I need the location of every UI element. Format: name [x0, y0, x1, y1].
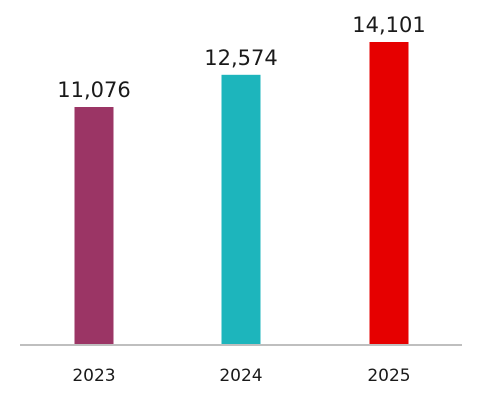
- bar-2025: [369, 42, 409, 345]
- bars-group: [74, 42, 409, 346]
- data-label-2024: 12,574: [204, 46, 277, 70]
- x-tick-label-2025: 2025: [367, 366, 410, 386]
- x-tick-label-2023: 2023: [72, 366, 115, 386]
- x-tick-label-2024: 2024: [219, 366, 262, 386]
- bar-2023: [74, 107, 114, 346]
- value-labels-group: 11,076 12,574 14,101: [57, 13, 425, 102]
- x-tick-labels-group: 2023 2024 2025: [72, 366, 410, 386]
- data-label-2025: 14,101: [352, 13, 425, 37]
- bar-2024: [221, 74, 261, 346]
- data-label-2023: 11,076: [57, 78, 130, 102]
